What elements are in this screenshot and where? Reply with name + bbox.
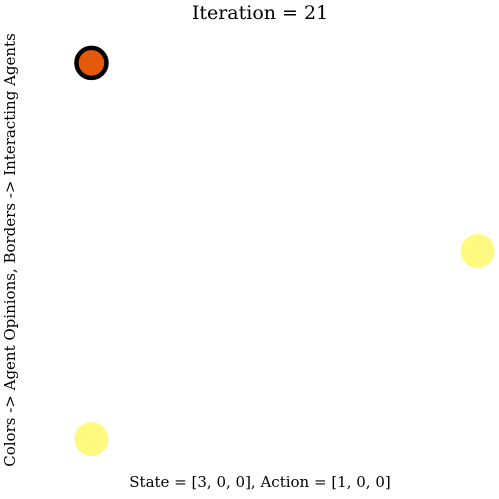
y-axis-label: Colors -> Agent Opinions, Borders -> Int… (1, 33, 19, 467)
x-axis-label: State = [3, 0, 0], Action = [1, 0, 0] (129, 473, 390, 491)
chart-title: Iteration = 21 (192, 2, 328, 24)
plot-area (74, 45, 495, 457)
agent-point-1 (74, 45, 109, 81)
agent-point-3 (74, 422, 109, 457)
agent-point-2 (460, 234, 495, 268)
